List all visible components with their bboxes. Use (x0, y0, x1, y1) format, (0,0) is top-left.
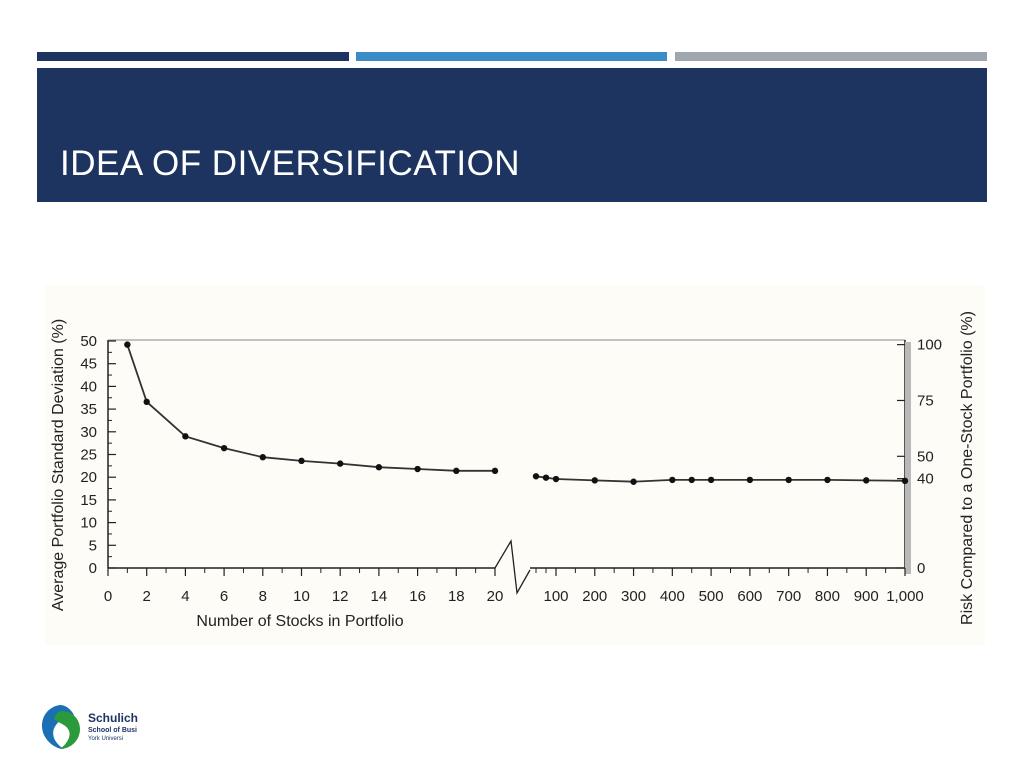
x-tick-label: 500 (699, 588, 724, 605)
x-tick-label: 14 (371, 588, 388, 605)
data-point (688, 476, 695, 484)
data-point (491, 467, 499, 475)
data-point (707, 476, 715, 484)
y-tick-label: 10 (80, 515, 97, 532)
data-point (124, 341, 131, 348)
schulich-logo: Schulich School of Busi York Universi (38, 703, 148, 753)
data-point (746, 476, 754, 484)
data-point (298, 457, 305, 465)
data-point (591, 477, 598, 484)
data-point (375, 464, 383, 471)
y-right-tick-label: 0 (917, 560, 925, 577)
data-point (143, 398, 150, 406)
x-tick-label: 900 (854, 588, 879, 605)
x-tick-label: 700 (776, 588, 801, 605)
x-tick-label: 2 (143, 588, 151, 605)
y-tick-label: 0 (89, 560, 97, 577)
series-line (535, 475, 906, 483)
y-tick-label: 20 (80, 469, 97, 486)
y-axis-label-right: Risk Compared to a One-Stock Portfolio (… (959, 311, 976, 625)
x-axis-label: Number of Stocks in Portfolio (196, 613, 403, 630)
x-tick-label: 1,000 (886, 588, 924, 605)
data-point (182, 433, 189, 440)
x-tick-label: 12 (332, 588, 349, 605)
schulich-swirl-icon (41, 705, 80, 749)
x-tick-label: 10 (293, 588, 310, 605)
x-tick-label: 800 (815, 588, 840, 605)
data-point (259, 454, 266, 461)
logo-name: Schulich (88, 711, 139, 725)
x-tick-label: 200 (582, 588, 607, 605)
x-tick-label: 400 (660, 588, 685, 605)
data-point (220, 444, 228, 452)
y-right-tick-label: 75 (917, 392, 934, 409)
chart-panel (45, 285, 985, 645)
y-right-tick-label: 40 (917, 471, 934, 488)
axis-break-mark (494, 539, 531, 596)
data-point (863, 477, 870, 484)
y-tick-label: 5 (89, 537, 97, 554)
data-point (552, 475, 560, 483)
y-tick-label: 25 (80, 447, 97, 464)
data-point (337, 460, 344, 467)
data-point (453, 467, 460, 475)
slide-title: IDEA OF DIVERSIFICATION (60, 144, 521, 183)
series-line (126, 344, 495, 472)
y-tick-label: 35 (80, 401, 97, 418)
logo-subtitle: School of Busi (88, 727, 137, 734)
data-point (824, 476, 831, 484)
x-tick-label: 20 (487, 588, 504, 605)
logo-university: York Universi (88, 736, 124, 742)
x-tick-label: 6 (220, 588, 228, 605)
x-tick-label: 4 (181, 588, 189, 605)
accent-bar-gray (675, 52, 987, 61)
data-point (630, 478, 637, 485)
y-tick-label: 30 (80, 424, 97, 441)
data-point (901, 477, 909, 485)
x-tick-label: 0 (104, 588, 112, 605)
y-tick-label: 40 (80, 378, 97, 395)
x-tick-label: 8 (259, 588, 267, 605)
y-tick-label: 15 (80, 492, 97, 509)
x-tick-label: 100 (543, 588, 568, 605)
y-right-tick-label: 100 (917, 337, 942, 354)
accent-bar-dark (37, 52, 349, 61)
x-tick-label: 18 (448, 588, 465, 605)
data-point (532, 473, 540, 480)
x-tick-label: 600 (737, 588, 762, 605)
data-point (542, 474, 550, 481)
data-point (669, 476, 676, 484)
x-tick-label: 300 (621, 588, 646, 605)
accent-bar-blue (356, 52, 667, 61)
y-tick-label: 45 (80, 356, 97, 373)
data-point (785, 476, 792, 484)
title-banner: IDEA OF DIVERSIFICATION (37, 68, 987, 202)
y-right-tick-label: 50 (917, 448, 934, 465)
y-axis-label: Average Portfolio Standard Deviation (%) (50, 319, 67, 611)
data-point (414, 465, 421, 473)
right-frame-shadow (905, 342, 911, 574)
y-tick-label: 50 (80, 333, 97, 350)
x-tick-label: 16 (409, 588, 426, 605)
